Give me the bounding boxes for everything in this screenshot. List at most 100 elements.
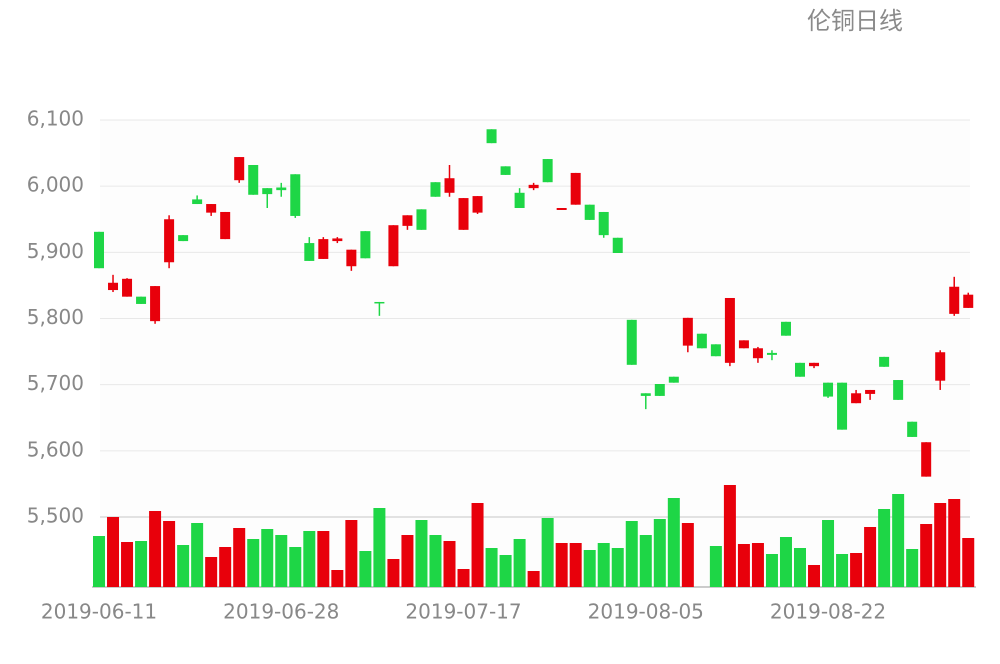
volume-bar [878, 509, 891, 587]
volume-bar [135, 541, 148, 587]
candle-body [430, 182, 441, 197]
volume-bar [836, 554, 849, 587]
volume-bar [934, 503, 947, 587]
volume-bar [709, 546, 722, 587]
candle-body [626, 319, 637, 365]
candle-body [276, 187, 287, 191]
candle-body [654, 384, 665, 396]
candle-body [795, 362, 805, 377]
candle-body [262, 188, 273, 195]
candle-body [206, 204, 217, 213]
volume-bar [443, 541, 456, 587]
y-tick-label: 6,100 [27, 107, 84, 131]
candle-body [780, 321, 791, 336]
volume-bar [499, 555, 512, 587]
volume-bar [962, 538, 975, 587]
volume-bar [387, 559, 400, 587]
volume-bar [667, 498, 680, 587]
volume-bar [765, 554, 778, 587]
volume-bar [920, 524, 933, 587]
volume-bar [331, 570, 344, 587]
volume-bar [906, 549, 919, 587]
candle-body [486, 129, 497, 144]
candle-body [823, 382, 834, 397]
x-tick-label: 2019-08-05 [588, 600, 704, 624]
candle-body [220, 211, 231, 240]
volume-bar [149, 511, 162, 587]
volume-bar [513, 539, 526, 587]
plot-background [100, 120, 970, 587]
volume-bar [163, 521, 176, 587]
volume-bar [541, 518, 554, 587]
volume-bar [415, 520, 428, 587]
volume-bar [569, 543, 582, 587]
candle-body [108, 282, 119, 291]
y-tick-label: 5,900 [27, 239, 84, 263]
candle-body [598, 211, 609, 236]
candle-body [570, 172, 581, 205]
volume-bar [850, 553, 863, 587]
volume-bar [611, 548, 624, 587]
volume-bar [653, 519, 666, 587]
volume-bar [219, 547, 232, 587]
candle-body [809, 362, 820, 367]
volume-bar [93, 536, 105, 587]
candle-body [416, 209, 427, 230]
volume-bar [261, 529, 274, 587]
volume-bar [429, 535, 442, 587]
volume-bar [303, 531, 316, 587]
candle-body [374, 301, 385, 304]
x-tick-label: 2019-08-22 [770, 600, 886, 624]
volume-bar [737, 544, 750, 587]
volume-bar [233, 528, 246, 587]
candle-body [963, 294, 974, 308]
candle-body [94, 231, 104, 269]
candle-body [290, 174, 301, 216]
candle-body [346, 249, 357, 267]
volume-bar [779, 537, 792, 587]
candle-body [388, 225, 399, 267]
volume-bar [191, 523, 204, 587]
chart-title: 伦铜日线 [807, 7, 903, 35]
candle-body [402, 215, 413, 226]
volume-bar [639, 535, 652, 587]
candle-body [122, 278, 133, 297]
x-tick-label: 2019-06-11 [41, 600, 157, 624]
volume-bar [401, 535, 414, 587]
volume-bar [527, 571, 540, 587]
candle-body [612, 237, 623, 253]
candle-body [472, 196, 483, 213]
candle-body [724, 297, 735, 363]
candle-body [556, 208, 567, 210]
volume-bar [681, 523, 694, 587]
candle-body [458, 198, 469, 230]
volume-bar [555, 543, 568, 587]
volume-bar [723, 485, 736, 587]
candle-body [164, 219, 175, 263]
candle-body [500, 166, 511, 175]
candle-body [851, 393, 862, 404]
volume-bar [121, 542, 134, 587]
volume-bar [373, 508, 386, 587]
volume-bar [794, 548, 806, 587]
candle-body [584, 204, 595, 220]
volume-bar [359, 551, 372, 587]
y-tick-label: 5,700 [27, 371, 84, 395]
volume-bar [583, 550, 596, 587]
candle-body [921, 442, 932, 477]
volume-bar [948, 499, 961, 587]
volume-bar [289, 547, 302, 587]
volume-bar [107, 517, 120, 587]
x-tick-label: 2019-07-17 [405, 600, 521, 624]
candle-body [234, 157, 245, 181]
candle-body [444, 178, 455, 193]
candle-body [710, 344, 721, 357]
y-tick-label: 5,800 [27, 305, 84, 329]
volume-bar [177, 545, 190, 587]
candle-body [837, 382, 848, 430]
y-tick-label: 6,000 [27, 173, 84, 197]
candle-body [178, 235, 189, 242]
candle-body [332, 238, 343, 242]
